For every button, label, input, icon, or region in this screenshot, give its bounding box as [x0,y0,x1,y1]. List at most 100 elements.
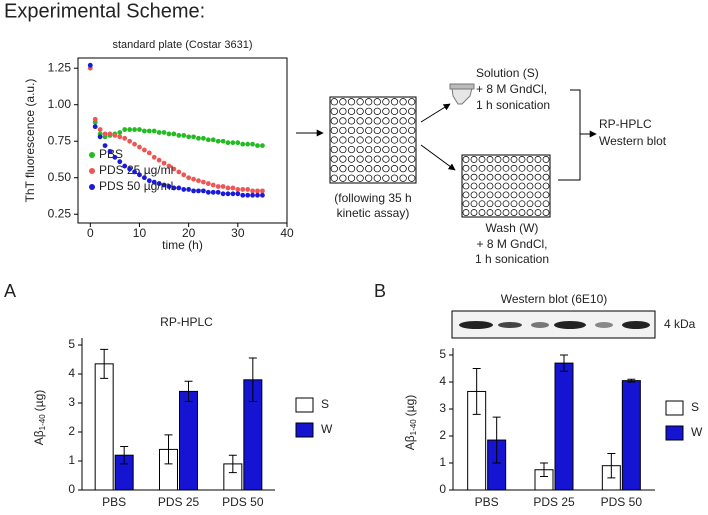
well [510,156,518,163]
data-point [176,132,182,138]
well [534,191,542,199]
well [502,209,510,216]
legend-label: PDS 50 µg/ml [99,179,173,193]
well [478,182,486,190]
well [542,200,550,208]
well [510,173,518,181]
error-bar [492,416,501,464]
data-point [151,128,157,134]
data-point [117,130,123,135]
well [408,126,416,135]
data-point [205,189,211,195]
well [470,200,478,208]
blot-band [459,321,493,329]
well [330,117,338,125]
data-point [230,185,236,191]
y-tick-label: 1.00 [48,97,72,111]
well [502,164,510,172]
well [339,98,347,106]
y-tick-label: 5 [68,337,75,351]
well [494,173,502,181]
y-axis-label-main: Aβ [403,435,417,450]
well [470,182,478,190]
y-tick-label: 1 [439,455,446,469]
well [399,165,407,173]
well [373,145,381,154]
data-point [225,140,231,146]
well [339,117,347,125]
well [347,155,356,163]
analysis-label: Western blot [599,134,667,148]
well [356,117,364,125]
blot-size-label: 4 kDa [664,317,696,331]
arrow [420,103,451,123]
x-tick-label: 30 [231,226,245,240]
well [365,145,373,154]
well [518,209,526,216]
data-point [250,188,255,194]
data-point [127,138,133,144]
well [347,165,356,173]
error-bar [248,357,257,403]
well [399,107,407,115]
well [390,145,399,154]
y-tick-label: 4 [439,374,446,388]
well [390,126,399,135]
y-tick-label: 2 [68,424,75,438]
y-tick-label: 1 [68,453,75,467]
x-axis-label: time (h) [162,238,203,252]
well [478,191,486,199]
data-point [205,137,211,143]
data-point [215,184,221,189]
data-point [196,135,201,141]
data-point [250,141,255,147]
well [330,98,338,106]
well [365,174,373,182]
wash-label: 1 h sonication [475,252,549,266]
data-point [220,191,226,197]
data-point [230,191,236,197]
legend-label: PBS [99,147,123,161]
data-point [220,184,226,189]
data-point [146,128,152,134]
data-point [97,134,103,140]
panel-label: A [4,281,16,301]
data-point [102,143,108,149]
well [534,182,542,190]
well [542,191,550,199]
data-point [201,135,206,141]
well [356,98,364,106]
well [356,155,364,163]
data-point [146,178,152,184]
data-point [161,130,167,135]
well [486,209,494,216]
legend-swatch [295,422,314,438]
well [356,145,364,154]
bar [94,363,114,491]
data-point [122,127,128,132]
data-point [250,192,255,198]
data-point [201,188,206,194]
error-bar [100,348,109,379]
data-point [127,127,133,132]
blot-band [531,322,549,328]
well [408,155,416,163]
y-tick-label: 0 [68,482,75,496]
well [542,173,550,181]
well [518,164,526,172]
data-point [117,134,123,140]
well [365,165,373,173]
y-tick-label: 0.25 [48,206,72,220]
well [382,107,390,115]
blot-band [595,322,613,328]
y-axis-label-sub: 1-40 [409,419,418,436]
data-point [235,187,241,192]
well [518,200,526,208]
data-point [127,166,133,172]
blot-band [554,321,586,329]
y-tick-label: 0.50 [48,170,72,184]
well [382,174,390,182]
well [494,156,502,163]
well [526,164,534,172]
data-point [171,131,177,137]
